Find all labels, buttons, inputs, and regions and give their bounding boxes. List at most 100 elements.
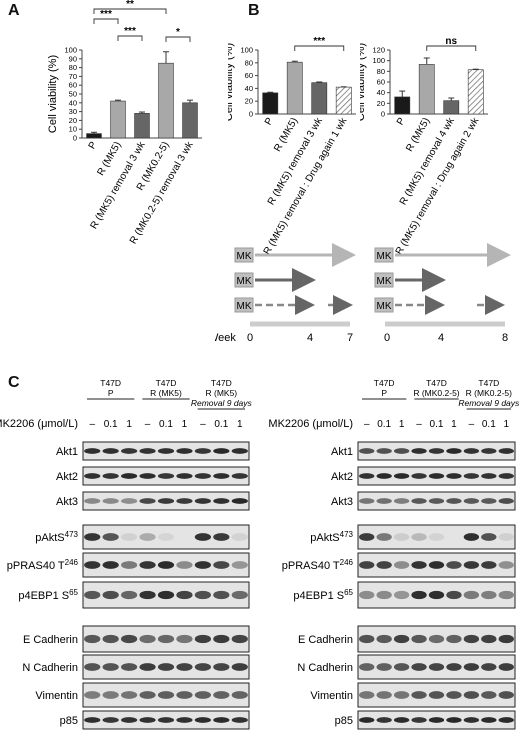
blot-band <box>463 473 480 479</box>
blot-band <box>213 448 230 454</box>
mk-box-label: MK <box>237 301 252 312</box>
significance-label: ** <box>126 0 134 10</box>
blot-band <box>84 717 101 723</box>
blot-band <box>120 634 138 644</box>
blot-band <box>176 561 193 569</box>
blot-band <box>139 691 156 699</box>
y-tick-label: 0 <box>381 110 385 119</box>
blot-band <box>376 590 392 600</box>
protein-label: p4EBP1 S65 <box>293 588 353 602</box>
blot-band <box>213 561 230 569</box>
blot-band <box>213 498 230 504</box>
blot-band <box>481 561 497 569</box>
group-label-line: R (MK0.2-5) <box>413 388 459 398</box>
blot-band <box>428 634 445 644</box>
significance-bracket <box>93 18 119 24</box>
dose-label: – <box>469 419 475 430</box>
protein-label: Akt2 <box>331 471 353 483</box>
blot-band <box>376 634 392 644</box>
blot-band <box>393 473 410 479</box>
category-label: P <box>395 116 408 128</box>
dose-label: 1 <box>503 419 509 430</box>
protein-label: N Cadherin <box>22 662 78 674</box>
blot-band <box>213 717 230 723</box>
week-tick: 7 <box>347 332 353 344</box>
blot-band <box>139 498 156 504</box>
blot-band <box>498 533 514 541</box>
blot-band <box>139 473 156 479</box>
blot-band <box>498 448 514 454</box>
blot-band <box>194 717 212 723</box>
blot-band <box>411 590 427 600</box>
blot-band <box>139 634 156 644</box>
blot-band <box>120 590 138 600</box>
blot-band <box>139 533 156 541</box>
dose-label: 1 <box>399 419 405 430</box>
blot-band <box>231 448 248 454</box>
blot-band <box>481 590 497 600</box>
blot-band <box>463 717 480 723</box>
group-label-removal: Removal 9 days <box>191 398 253 408</box>
blot-band <box>359 561 375 569</box>
protein-label: Akt3 <box>331 496 353 508</box>
mk-box <box>234 272 254 288</box>
blot-band <box>120 533 138 541</box>
blot-band <box>176 473 193 479</box>
blot-band <box>231 561 248 569</box>
dose-label: – <box>416 419 422 430</box>
y-tick-label: 100 <box>372 56 385 65</box>
bar <box>443 100 460 115</box>
blot-band <box>194 473 212 479</box>
blot-band <box>446 717 462 723</box>
blot-band <box>446 634 462 644</box>
blot-band <box>139 561 156 569</box>
blot-band <box>120 473 138 479</box>
bar <box>86 133 102 139</box>
y-tick-label: 20 <box>377 99 385 108</box>
week-tick: 0 <box>384 332 390 344</box>
dose-label: – <box>89 419 95 430</box>
week-tick: 0 <box>247 332 253 344</box>
blot-band <box>194 634 212 644</box>
mk-box <box>234 297 254 313</box>
blot-band <box>157 561 175 569</box>
significance-label: *** <box>124 26 136 37</box>
blot-band <box>359 634 375 644</box>
mk-box <box>374 272 394 288</box>
blot-band <box>102 663 119 671</box>
blot-band <box>359 498 375 504</box>
blot-band <box>463 498 480 504</box>
blot-band <box>157 663 175 671</box>
blot-band <box>376 533 392 541</box>
blot-band <box>84 533 101 541</box>
blot-band <box>176 498 193 504</box>
blot-band <box>176 448 193 454</box>
blot-band <box>393 590 410 600</box>
blot-band <box>84 663 101 671</box>
blot-band <box>194 498 212 504</box>
protein-label: p85 <box>335 715 353 727</box>
blot-band <box>102 717 119 723</box>
blot-band <box>231 473 248 479</box>
bar <box>262 92 279 115</box>
blot-band <box>231 717 248 723</box>
treatment-label: MK2206 (μmol/L) <box>268 418 353 430</box>
y-axis-label: Cell viability (%) <box>47 55 59 133</box>
protein-label: E Cadherin <box>298 634 353 646</box>
y-tick-label: 0 <box>73 134 77 143</box>
group-label-cell: T47D <box>374 378 395 388</box>
mk-box-label: MK <box>377 251 392 262</box>
blot-band <box>176 590 193 600</box>
mk-box <box>374 247 394 263</box>
blot-band <box>411 448 427 454</box>
protein-label: E Cadherin <box>23 634 78 646</box>
group-label-cell: T47D <box>478 378 499 388</box>
blot-band <box>446 663 462 671</box>
blot-band <box>481 691 497 699</box>
blot-band <box>393 717 410 723</box>
blot-band <box>393 634 410 644</box>
blot-band <box>84 498 101 504</box>
blot-band <box>157 691 175 699</box>
